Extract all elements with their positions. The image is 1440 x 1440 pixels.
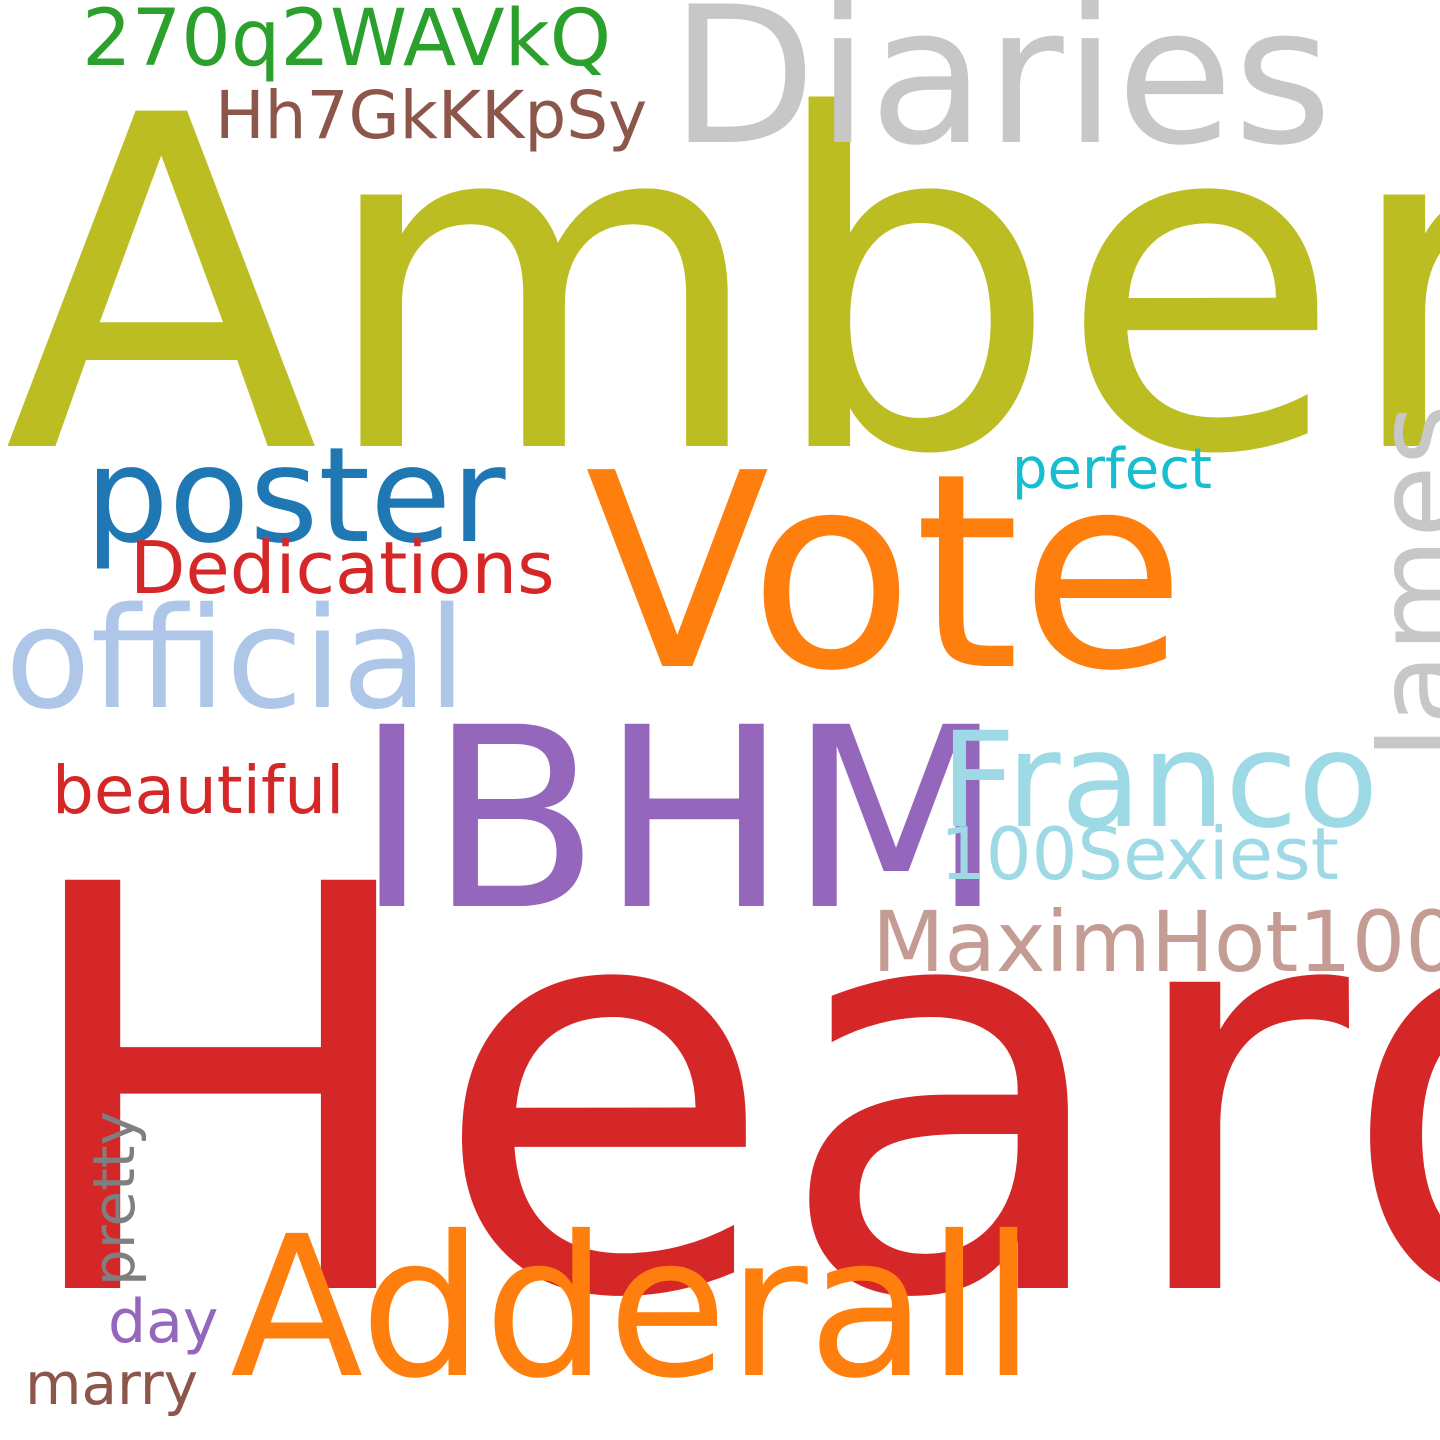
word-marry: marry	[25, 1350, 199, 1418]
word-270q2wavkq: 270q2WAVkQ	[82, 0, 612, 84]
word-poster: poster	[85, 419, 506, 573]
word-maximhot100: MaximHot100	[872, 893, 1440, 991]
word-diaries: Diaries	[670, 0, 1333, 187]
word-james: James	[1350, 403, 1440, 760]
word-dedications: Dedications	[130, 526, 555, 610]
word-official: official	[5, 578, 467, 741]
word-perfect: perfect	[1012, 437, 1212, 502]
word-beautiful: beautiful	[52, 752, 345, 829]
word-100sexiest: 100Sexiest	[940, 812, 1339, 896]
word-adderall: Adderall	[230, 1194, 1036, 1421]
word-amber: Amber	[4, 20, 1440, 555]
word-day: day	[108, 1287, 219, 1357]
word-hh7gkkkpsy: Hh7GkKKpSy	[215, 77, 648, 154]
word-pretty: pretty	[80, 1111, 148, 1286]
word-ibhm: IBHM	[355, 674, 1004, 965]
word-heard: Heard	[10, 769, 1440, 1421]
word-vote: Vote	[585, 415, 1186, 730]
word-franco: Franco	[940, 704, 1379, 858]
